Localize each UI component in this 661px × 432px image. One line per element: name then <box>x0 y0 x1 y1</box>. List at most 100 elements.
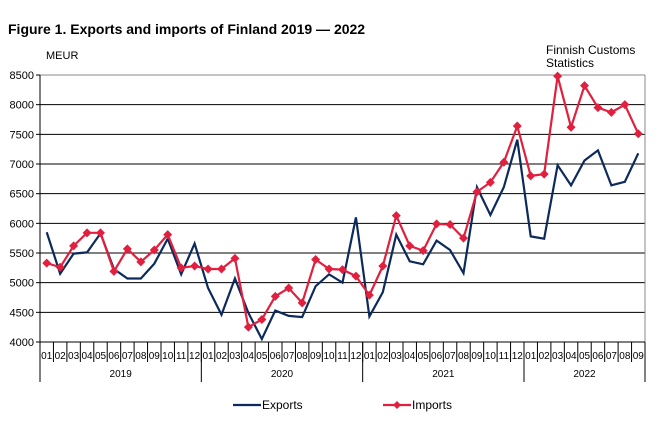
x-month-label: 03 <box>391 351 403 362</box>
x-month-label: 03 <box>552 351 564 362</box>
x-month-label: 01 <box>41 351 53 362</box>
imports-point <box>405 241 415 251</box>
x-month-label: 12 <box>512 351 524 362</box>
exports-line <box>45 139 640 342</box>
imports-point <box>553 71 563 81</box>
x-month-label: 06 <box>270 351 282 362</box>
imports-point <box>176 263 186 273</box>
imports-point <box>633 129 643 139</box>
legend: Exports Imports <box>233 398 452 412</box>
x-month-label: 03 <box>229 351 241 362</box>
imports-point <box>539 169 549 179</box>
x-month-label: 11 <box>337 351 348 362</box>
chart-title: Figure 1. Exports and imports of Finland… <box>8 21 366 37</box>
imports-point <box>69 241 79 251</box>
imports-point <box>526 171 536 181</box>
imports-point <box>338 265 347 275</box>
imports-point <box>190 261 200 271</box>
x-month-label: 04 <box>243 351 255 362</box>
y-tick-label: 7500 <box>10 129 34 141</box>
y-axis-label: MEUR <box>46 50 79 62</box>
x-month-label: 02 <box>377 351 389 362</box>
y-tick-label: 4000 <box>10 337 34 349</box>
x-month-label: 01 <box>202 351 214 362</box>
legend-imports-marker <box>393 401 401 409</box>
x-month-label: 01 <box>364 351 376 362</box>
imports-point <box>284 283 294 293</box>
imports-point <box>243 322 253 332</box>
x-month-label: 05 <box>579 351 591 362</box>
source-annotation: Finnish Customs Statistics <box>546 43 636 70</box>
x-month-label: 02 <box>216 351 228 362</box>
imports-point <box>136 257 146 267</box>
y-tick-label: 5000 <box>10 278 34 290</box>
imports-point <box>351 271 361 281</box>
imports-point <box>55 262 65 272</box>
x-month-label: 07 <box>444 351 456 362</box>
x-month-label: 11 <box>176 351 187 362</box>
x-month-label: 04 <box>404 351 416 362</box>
x-month-label: 09 <box>310 351 322 362</box>
imports-point <box>324 264 334 274</box>
imports-point <box>217 264 226 274</box>
imports-point <box>566 122 576 132</box>
y-tick-label: 8000 <box>10 100 34 112</box>
imports-point <box>257 314 267 324</box>
y-tick-label: 7000 <box>10 159 34 171</box>
imports-series <box>42 71 643 332</box>
x-month-label: 07 <box>606 351 618 362</box>
imports-point <box>606 107 616 117</box>
imports-point <box>109 266 119 276</box>
imports-point <box>82 228 92 238</box>
x-month-label: 08 <box>619 351 631 362</box>
x-year-label: 2019 <box>110 369 133 380</box>
x-month-label: 03 <box>68 351 80 362</box>
x-year-label: 2020 <box>271 369 294 380</box>
x-month-label: 06 <box>592 351 604 362</box>
x-month-label: 05 <box>256 351 268 362</box>
x-month-label: 09 <box>149 351 161 362</box>
x-month-label: 09 <box>471 351 483 362</box>
imports-point <box>203 264 213 274</box>
imports-point <box>122 244 132 254</box>
imports-point <box>378 261 388 271</box>
imports-point <box>270 291 280 301</box>
x-month-label: 04 <box>81 351 93 362</box>
x-month-label: 04 <box>565 351 577 362</box>
x-month-label: 06 <box>108 351 120 362</box>
y-tick-label: 5500 <box>10 248 34 260</box>
x-month-label: 10 <box>323 351 335 362</box>
x-month-label: 08 <box>458 351 470 362</box>
x-month-label: 08 <box>297 351 309 362</box>
imports-point <box>391 211 401 221</box>
x-month-label: 05 <box>418 351 430 362</box>
imports-point <box>512 121 522 131</box>
legend-exports-label: Exports <box>262 398 303 412</box>
imports-line <box>46 75 640 329</box>
imports-point <box>163 230 173 240</box>
exports-series <box>45 139 640 342</box>
imports-point <box>620 100 630 110</box>
x-month-label: 07 <box>283 351 295 362</box>
imports-point <box>499 157 509 167</box>
imports-point <box>230 253 240 263</box>
x-month-label: 10 <box>162 351 174 362</box>
imports-point <box>418 246 428 256</box>
x-year-label: 2021 <box>432 369 455 380</box>
imports-point <box>459 233 468 243</box>
y-tick-label: 6500 <box>10 189 34 201</box>
imports-point <box>472 187 482 197</box>
x-month-label: 02 <box>539 351 551 362</box>
x-month-label: 12 <box>189 351 201 362</box>
imports-point <box>580 81 589 91</box>
imports-point <box>364 290 374 300</box>
imports-point <box>96 228 105 238</box>
x-month-label: 10 <box>485 351 497 362</box>
legend-imports-label: Imports <box>412 398 452 412</box>
x-month-label: 07 <box>122 351 134 362</box>
x-month-label: 12 <box>350 351 362 362</box>
imports-point <box>485 177 495 187</box>
x-month-label: 05 <box>95 351 107 362</box>
x-year-label: 2022 <box>573 369 596 380</box>
